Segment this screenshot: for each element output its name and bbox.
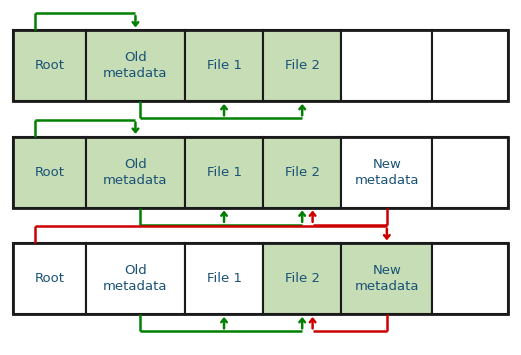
Text: File 1: File 1 <box>206 272 242 285</box>
Bar <box>185 137 263 208</box>
Text: New
metadata: New metadata <box>355 158 419 187</box>
Text: New
metadata: New metadata <box>355 264 419 293</box>
Bar <box>13 137 508 208</box>
Bar <box>341 30 432 101</box>
Bar <box>341 243 432 314</box>
Bar <box>185 30 263 101</box>
Text: Root: Root <box>34 166 65 179</box>
Bar <box>432 243 508 314</box>
Bar <box>86 137 185 208</box>
Bar <box>13 30 508 101</box>
Text: Old
metadata: Old metadata <box>103 158 168 187</box>
Text: File 2: File 2 <box>284 59 320 72</box>
Bar <box>185 243 263 314</box>
Bar <box>341 137 432 208</box>
Bar <box>13 30 86 101</box>
Text: Root: Root <box>34 272 65 285</box>
Bar <box>432 137 508 208</box>
Bar <box>13 243 508 314</box>
Text: Old
metadata: Old metadata <box>103 51 168 80</box>
Bar <box>263 137 341 208</box>
Bar <box>13 137 86 208</box>
Bar <box>263 243 341 314</box>
Text: Old
metadata: Old metadata <box>103 264 168 293</box>
Text: File 1: File 1 <box>206 166 242 179</box>
Text: File 2: File 2 <box>284 272 320 285</box>
Bar <box>86 243 185 314</box>
Text: File 1: File 1 <box>206 59 242 72</box>
Bar <box>86 30 185 101</box>
Text: File 2: File 2 <box>284 166 320 179</box>
Bar <box>432 30 508 101</box>
Text: Root: Root <box>34 59 65 72</box>
Bar <box>263 30 341 101</box>
Bar <box>13 243 86 314</box>
